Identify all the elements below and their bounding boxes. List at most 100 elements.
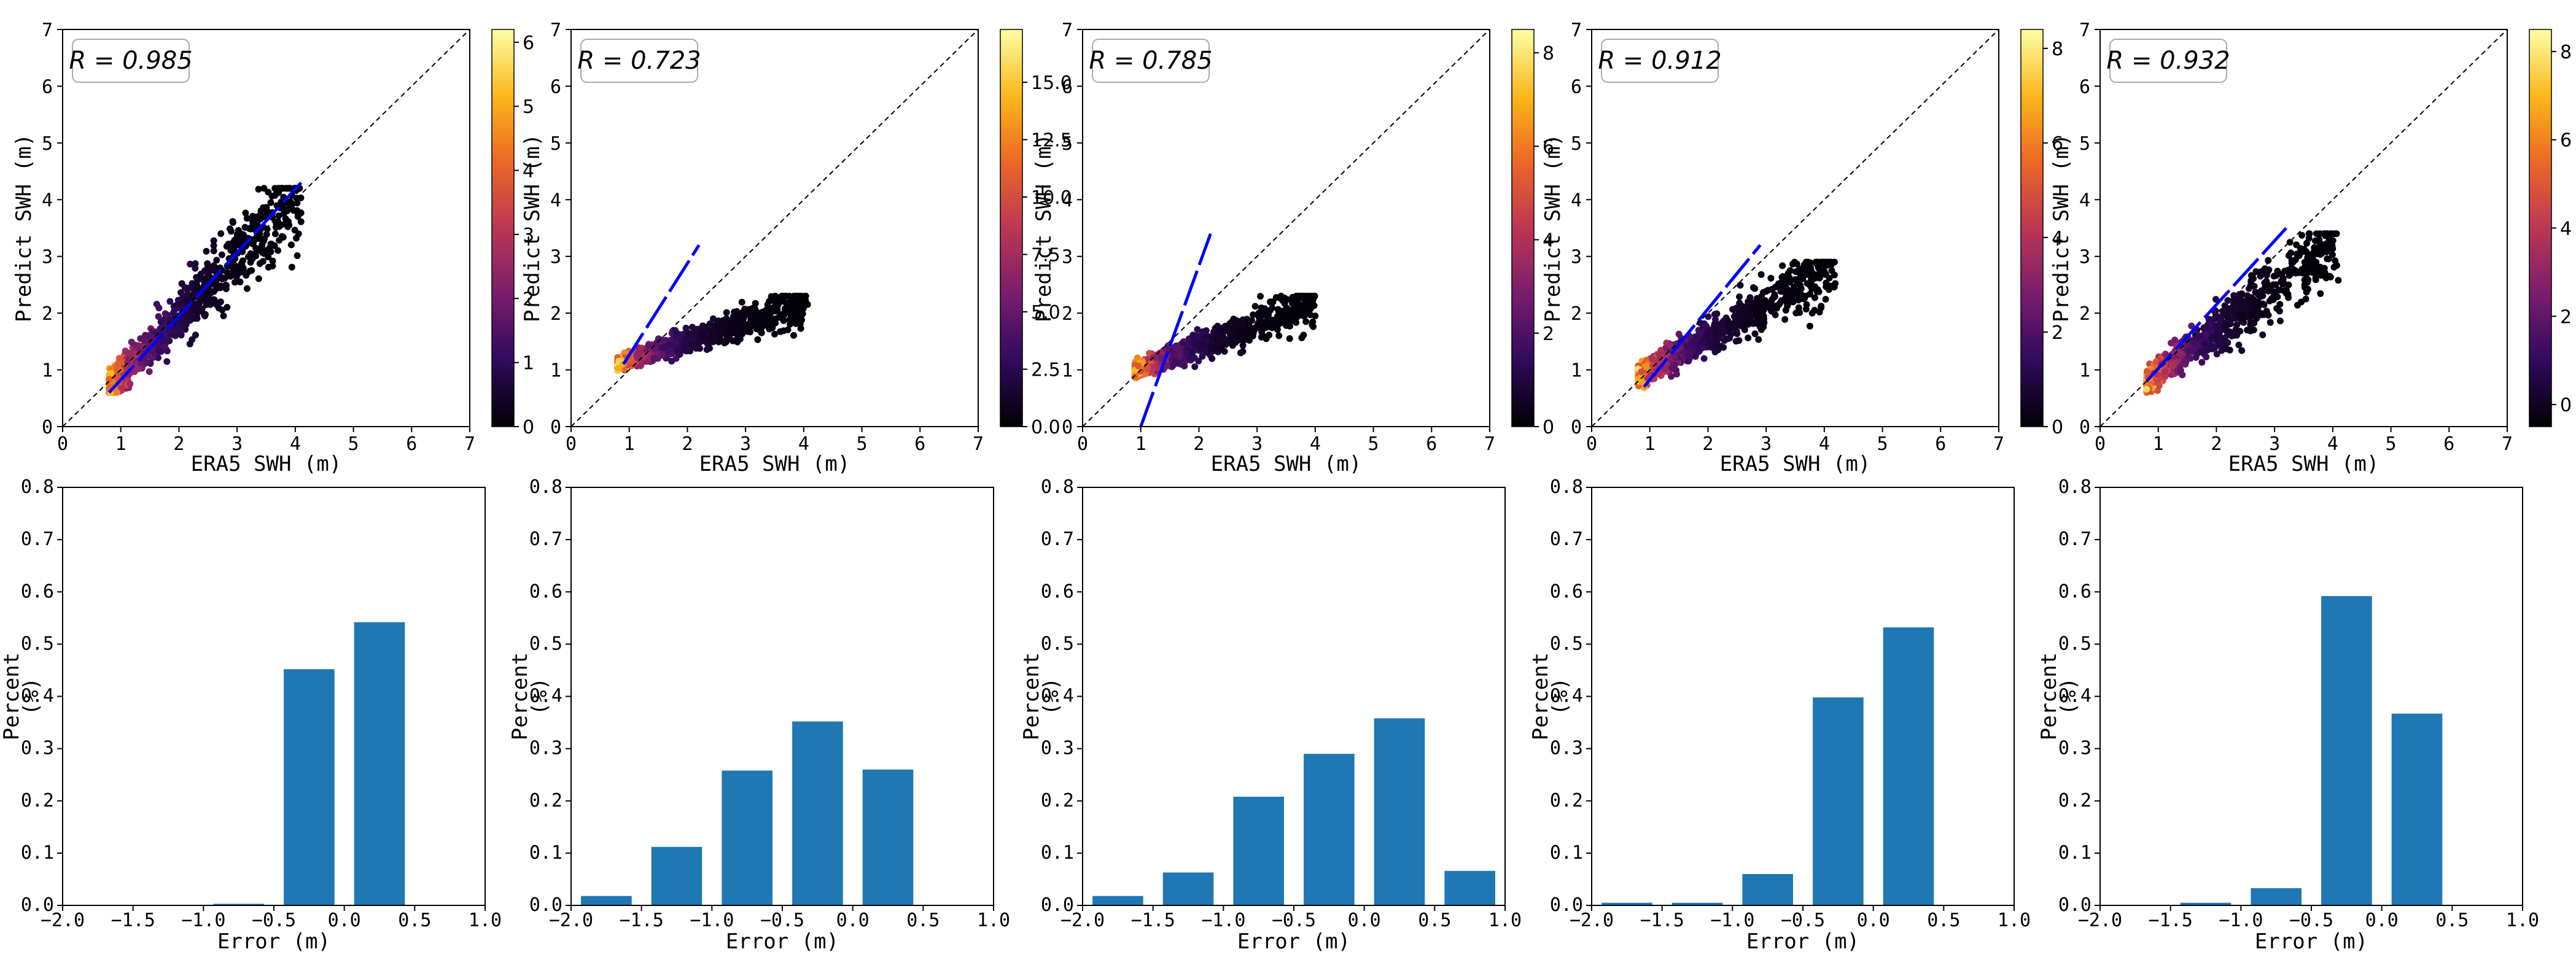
scatter-point bbox=[1776, 300, 1784, 307]
scatter-point bbox=[1781, 316, 1789, 323]
scatter-point bbox=[1135, 363, 1142, 370]
scatter-point bbox=[1294, 302, 1301, 309]
scatter-point bbox=[192, 260, 199, 267]
x-tick-label: 0 bbox=[57, 433, 68, 455]
scatter-point bbox=[768, 306, 776, 314]
x-tick-label: 7 bbox=[1993, 433, 2004, 455]
scatter-point bbox=[2224, 313, 2231, 320]
y-tick-label: 0.6 bbox=[2058, 581, 2092, 602]
colorbar bbox=[2529, 29, 2552, 427]
scatter-point bbox=[1762, 297, 1769, 304]
scatter-point bbox=[276, 222, 283, 229]
y-tick-label: 4 bbox=[2079, 190, 2090, 211]
x-axis-label: Error (m) bbox=[1746, 929, 1859, 954]
scatter-point bbox=[1789, 296, 1796, 304]
x-tick-label: 4 bbox=[290, 433, 301, 455]
scatter-point bbox=[1223, 336, 1230, 344]
scatter-point bbox=[1310, 323, 1317, 330]
colorbar-tick-label: 15.0 bbox=[1031, 72, 1072, 94]
scatter-point bbox=[1294, 292, 1302, 300]
scatter-point bbox=[2255, 289, 2262, 296]
scatter-point bbox=[1664, 351, 1670, 358]
x-tick-label: −1.5 bbox=[620, 910, 664, 931]
scatter-point bbox=[2270, 273, 2278, 280]
y-tick-label: 7 bbox=[1062, 20, 1073, 41]
scatter-point bbox=[185, 284, 192, 292]
colorbar bbox=[491, 29, 515, 427]
scatter-point bbox=[217, 230, 225, 238]
x-tick-label: −0.5 bbox=[1272, 910, 1316, 931]
scatter-point bbox=[615, 365, 622, 372]
scatter-point bbox=[1268, 317, 1275, 325]
y-tick-label: 2 bbox=[1062, 303, 1073, 325]
scatter-point bbox=[269, 262, 276, 269]
y-tick-label: 0.5 bbox=[529, 633, 562, 654]
scatter-point bbox=[2217, 342, 2225, 349]
scatter-point bbox=[132, 359, 139, 366]
scatter-point bbox=[2303, 263, 2309, 271]
y-tick-label: 0.2 bbox=[529, 790, 562, 811]
scatter-point bbox=[2190, 346, 2197, 354]
scatter-point bbox=[1229, 342, 1236, 349]
scatter-point bbox=[1176, 352, 1183, 360]
scatter-point bbox=[219, 274, 226, 281]
scatter-point bbox=[755, 314, 762, 321]
scatter-point bbox=[1746, 294, 1754, 301]
scatter-point bbox=[2317, 290, 2324, 297]
scatter-point bbox=[797, 325, 804, 332]
scatter-point bbox=[742, 328, 750, 335]
scatter-point bbox=[1771, 293, 1778, 300]
y-tick-label: 6 bbox=[2079, 76, 2090, 98]
x-tick-label: −1.0 bbox=[181, 910, 225, 931]
scatter-point bbox=[2249, 295, 2257, 303]
colorbar bbox=[2020, 29, 2044, 427]
x-tick-label: −0.5 bbox=[1781, 910, 1825, 931]
y-tick-label: 0.5 bbox=[21, 633, 54, 654]
scatter-point bbox=[738, 298, 745, 306]
y-tick-label: 7 bbox=[1571, 20, 1582, 41]
x-tick-label: 0 bbox=[2095, 433, 2106, 455]
y-tick-label: 3 bbox=[42, 247, 53, 268]
scatter-point bbox=[1183, 349, 1191, 356]
scatter-point bbox=[2295, 252, 2303, 259]
y-tick-label: 2 bbox=[550, 303, 561, 325]
scatter-point bbox=[1764, 287, 1772, 294]
x-tick-label: 0.0 bbox=[1348, 910, 1381, 931]
scatter-point bbox=[734, 331, 742, 338]
scatter-point bbox=[709, 315, 717, 322]
scatter-point bbox=[236, 234, 243, 241]
scatter-point bbox=[288, 263, 295, 271]
colorbar-tick-label: 0 bbox=[1543, 417, 1554, 438]
y-tick-label: 3 bbox=[1571, 247, 1582, 268]
y-tick-label: 7 bbox=[42, 20, 53, 41]
colorbar-tick-label: 4 bbox=[1543, 230, 1554, 252]
scatter-point bbox=[1811, 273, 1819, 280]
scatter-point bbox=[1740, 304, 1748, 311]
scatter-point bbox=[764, 301, 771, 308]
scatter-point bbox=[142, 359, 150, 366]
scatter-point bbox=[1800, 295, 1808, 301]
histogram-bar bbox=[722, 770, 772, 905]
x-tick-label: −0.5 bbox=[2289, 910, 2333, 931]
scatter-point bbox=[1818, 258, 1826, 266]
scatter-point bbox=[2245, 304, 2252, 311]
scatter-point bbox=[1181, 362, 1188, 370]
scatter-point bbox=[1778, 279, 1785, 287]
scatter-point bbox=[1755, 336, 1762, 343]
r-value-box bbox=[580, 39, 698, 83]
y-axis-label-unit: (%) bbox=[2057, 678, 2081, 715]
x-axis-label: Error (m) bbox=[2255, 929, 2368, 954]
scatter-point bbox=[726, 327, 734, 335]
colorbar-tick-label: 0 bbox=[2560, 395, 2572, 416]
x-axis-label: ERA5 SWH (m) bbox=[2228, 452, 2379, 476]
y-tick-label: 3 bbox=[1062, 247, 1073, 268]
plot-frame bbox=[1082, 29, 1490, 427]
scatter-point bbox=[141, 338, 148, 345]
scatter-point bbox=[294, 252, 301, 259]
scatter-point bbox=[1251, 303, 1259, 310]
scatter-point bbox=[2323, 230, 2330, 238]
r-value-box bbox=[1092, 39, 1210, 83]
x-tick-label: −1.5 bbox=[2149, 910, 2193, 931]
scatter-point bbox=[2288, 257, 2295, 264]
